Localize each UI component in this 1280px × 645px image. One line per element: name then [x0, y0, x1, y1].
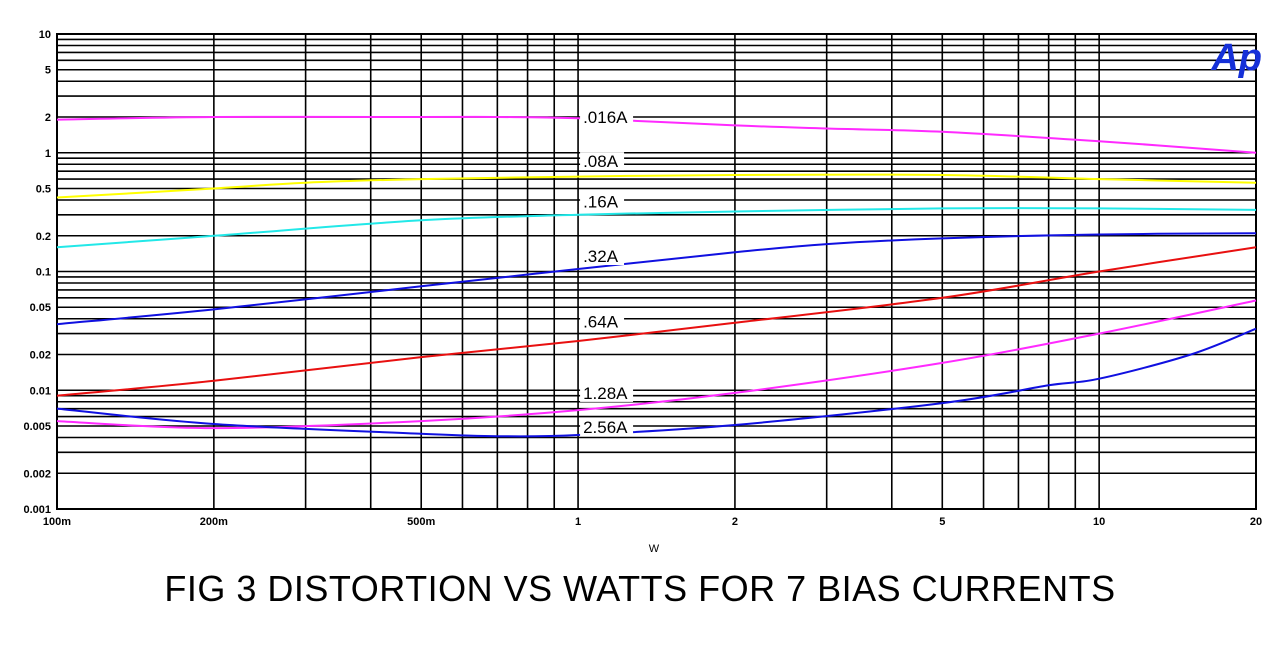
x-tick-label: 1 [575, 516, 581, 528]
y-tick-label: 0.01 [30, 385, 51, 397]
plot-frame [56, 33, 1257, 510]
series-line-4 [56, 246, 1257, 397]
y-tick-label: 1 [45, 148, 51, 160]
x-tick-label: 200m [200, 516, 228, 528]
y-tick-label: 5 [45, 65, 51, 77]
series-line-6 [56, 327, 1257, 438]
series-label-bg [580, 192, 625, 211]
axis-labels: 10 5 2 1 0.5 0.2 0.1 0.05 0.02 0.01 0.005 0.002 0.00… [23, 29, 1262, 528]
series-label-bg [580, 383, 634, 402]
x-axis-label: W [649, 543, 660, 555]
series-label-1: .08A [583, 152, 619, 171]
figure-caption: FIG 3 DISTORTION VS WATTS FOR 7 BIAS CUR… [164, 568, 1116, 609]
series-label-3: .32A [583, 247, 619, 266]
grid [56, 33, 1257, 510]
x-tick-label: 20 [1250, 516, 1262, 528]
series-labels: .016A .08A .16A .32A .64A 1.28A 2.56A [580, 108, 634, 437]
series-line-2 [56, 207, 1257, 249]
y-tick-label: 0.02 [30, 350, 51, 362]
x-tick-label: 100m [43, 516, 71, 528]
series-label-2: .16A [583, 192, 619, 211]
series-label-6: 2.56A [583, 418, 628, 437]
series-line-3 [56, 232, 1257, 326]
y-tick-label: 0.5 [36, 183, 51, 195]
series-line-1 [56, 173, 1257, 199]
x-tick-label: 10 [1093, 516, 1105, 528]
y-tick-label: 2 [45, 112, 51, 124]
series-layer [56, 115, 1257, 438]
series-label-0: .016A [583, 108, 628, 127]
x-tick-label: 500m [407, 516, 435, 528]
series-label-4: .64A [583, 312, 619, 331]
ap-logo: Ap [1210, 37, 1262, 79]
series-label-bg [580, 312, 625, 331]
y-tick-label: 10 [39, 29, 51, 41]
series-label-bg [580, 418, 634, 437]
x-tick-label: 5 [939, 516, 945, 528]
series-label-bg [580, 152, 625, 171]
series-line-5 [56, 299, 1257, 430]
y-tick-label: 0.002 [23, 468, 51, 480]
y-tick-label: 0.2 [36, 231, 51, 243]
series-label-bg [580, 108, 634, 127]
y-tick-label: 0.001 [23, 504, 51, 516]
y-tick-label: 0.05 [30, 302, 51, 314]
chart-background [0, 0, 1280, 560]
distortion-chart: .016A .08A .16A .32A .64A 1.28A 2.56A 10 5 2 1 0.5… [0, 0, 1280, 560]
x-tick-label: 2 [732, 516, 738, 528]
y-tick-label: 0.1 [36, 267, 51, 279]
series-line-0 [56, 115, 1257, 154]
series-label-bg [580, 247, 625, 266]
series-label-5: 1.28A [583, 384, 628, 403]
y-tick-label: 0.005 [23, 421, 51, 433]
